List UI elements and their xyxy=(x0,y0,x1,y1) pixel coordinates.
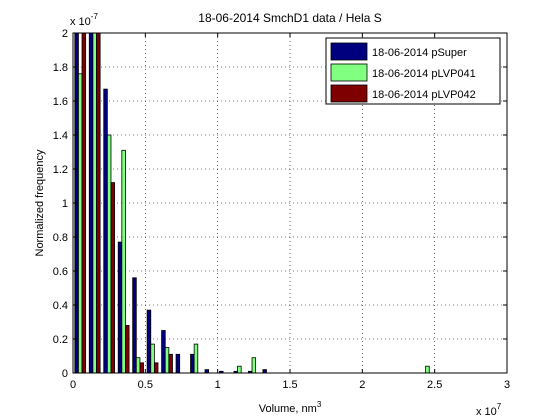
y-tick-label: 0.4 xyxy=(53,300,68,312)
x-tick-label: 0 xyxy=(70,379,76,391)
bar-2-16 xyxy=(425,365,430,374)
bar-1-5 xyxy=(132,277,137,374)
bar-1-3 xyxy=(103,88,108,374)
x-tick-label: 3 xyxy=(504,379,510,391)
bar-2-2 xyxy=(92,32,97,374)
bar-2-4 xyxy=(121,149,126,374)
y-tick-label: 1.2 xyxy=(53,164,68,176)
x-tick-label: 2 xyxy=(359,379,365,391)
y-tick-label: 1.8 xyxy=(53,62,68,74)
bar-1-2 xyxy=(88,32,94,374)
chart-title: 18-06-2014 SmchD1 data / Hela S xyxy=(198,11,381,25)
bar-3-4 xyxy=(125,324,130,374)
bar-2-6 xyxy=(150,343,155,374)
legend-swatch xyxy=(330,84,368,103)
legend-entry: 18-06-2014 pLVP042 xyxy=(372,89,476,101)
bar-1-8 xyxy=(175,353,181,374)
bar-3-5 xyxy=(139,362,144,374)
bar-2-1 xyxy=(78,73,83,374)
y-tick-label: 0 xyxy=(62,368,68,380)
y-tick-label: 0.2 xyxy=(53,334,68,346)
x-axis-multiplier: x 107 xyxy=(476,402,502,418)
bar-2-12 xyxy=(237,365,242,374)
y-axis-multiplier: x 10-7 xyxy=(70,12,98,28)
x-axis-label: Volume, nm3 xyxy=(259,400,322,415)
legend: 18-06-2014 pSuper 18-06-2014 pLVP041 18-06… xyxy=(325,37,501,105)
x-tick-label: 1.5 xyxy=(282,379,297,391)
bar-2-3 xyxy=(106,134,112,374)
bar-1-6 xyxy=(146,309,152,374)
y-axis-label: Normalized frequency xyxy=(34,149,46,256)
y-tick-label: 0.6 xyxy=(53,266,68,278)
x-tick-label: 0.5 xyxy=(138,379,153,391)
bar-3-3 xyxy=(110,182,115,374)
y-tick-label: 1.4 xyxy=(53,130,68,142)
x-tick-label: 1 xyxy=(215,379,221,391)
bar-3-1 xyxy=(81,32,87,374)
bar-1-10 xyxy=(204,369,210,374)
legend-swatch xyxy=(330,42,368,61)
bar-3-7 xyxy=(168,353,173,374)
x-tick-label: 2.5 xyxy=(427,379,442,391)
bar-3-6 xyxy=(153,362,159,374)
grid-lines xyxy=(73,33,507,373)
bar-1-4 xyxy=(117,241,123,374)
y-tick-label: 1.6 xyxy=(53,96,68,108)
bar-1-9 xyxy=(190,353,195,374)
bar-3-2 xyxy=(96,32,101,374)
bar-2-5 xyxy=(135,357,141,374)
bar-2-7 xyxy=(164,347,170,374)
bar-1-7 xyxy=(161,330,166,374)
legend-entry: 18-06-2014 pLVP041 xyxy=(372,68,476,80)
legend-entry: 18-06-2014 pSuper xyxy=(372,47,467,59)
y-tick-label: 0.8 xyxy=(53,232,68,244)
legend-swatch xyxy=(330,63,368,82)
bar-1-14 xyxy=(262,369,267,374)
y-axis-ticks: 0 0.2 0.4 0.6 0.8 1 1.2 1.4 1.6 1.8 2 xyxy=(53,28,507,380)
x-axis-ticks: 0 0.5 1 1.5 2 2.5 3 xyxy=(70,33,510,391)
bar-2-9 xyxy=(193,343,199,374)
y-tick-label: 1 xyxy=(62,198,68,210)
bar-2-13 xyxy=(251,357,257,374)
y-tick-label: 2 xyxy=(62,28,68,40)
